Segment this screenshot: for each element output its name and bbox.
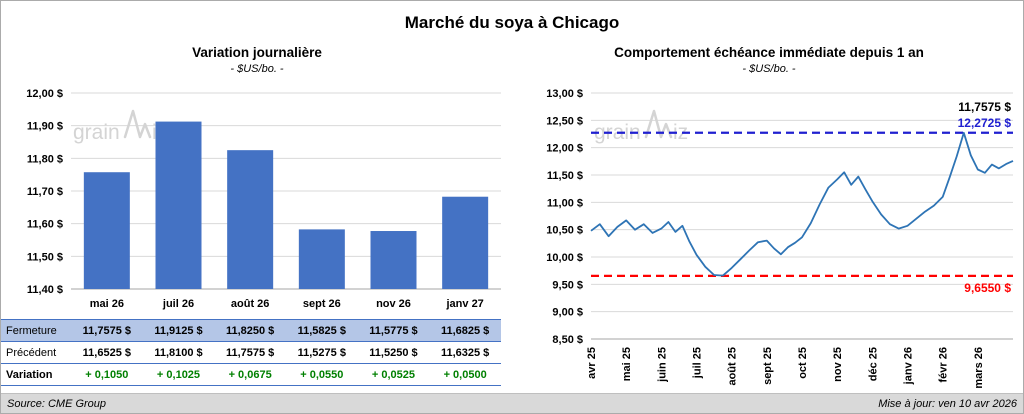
x-tick-label: nov 26 bbox=[376, 298, 411, 310]
table-row-fermeture: Fermeture 11,7575 $11,9125 $11,8250 $11,5… bbox=[1, 319, 501, 342]
quotes-table: Fermeture 11,7575 $11,9125 $11,8250 $11,5… bbox=[1, 319, 501, 386]
y-tick-label: 9,00 $ bbox=[552, 307, 583, 319]
y-tick-label: 11,00 $ bbox=[547, 197, 583, 209]
y-axis-labels: 13,00 $ 12,50 $ 12,00 $ 11,50 $ 11,00 $ 10,50… bbox=[546, 88, 583, 346]
table-cell: + 0,0525 bbox=[357, 363, 430, 386]
last-value-label: 11,7575 $ bbox=[958, 100, 1011, 114]
y-tick-label: 12,00 $ bbox=[546, 143, 583, 155]
footer-bar: Source: CME Group Mise à jour: ven 10 av… bbox=[1, 393, 1023, 413]
table-cell: 11,8100 $ bbox=[142, 341, 215, 364]
bars bbox=[83, 121, 489, 289]
front-month-line-chart: 13,00 $ 12,50 $ 12,00 $ 11,50 $ 11,00 $ 10,50… bbox=[546, 88, 1014, 389]
table-cell: + 0,0550 bbox=[285, 363, 358, 386]
line-chart-subtitle: - $US/bo. - bbox=[742, 63, 796, 75]
x-tick-label: juin 25 bbox=[656, 347, 668, 383]
x-tick-label: août 25 bbox=[727, 347, 739, 386]
table-cell: 11,5250 $ bbox=[357, 341, 430, 364]
y-tick-label: 10,50 $ bbox=[546, 225, 583, 237]
table-cell: 11,5775 $ bbox=[357, 319, 430, 342]
x-tick-label: sept 25 bbox=[762, 347, 774, 385]
table-cell: 11,9125 $ bbox=[142, 319, 215, 342]
table-cell: 11,7575 $ bbox=[71, 319, 143, 342]
x-tick-label: févr 26 bbox=[938, 347, 950, 382]
daily-variation-bar-chart: 12,00 $ 11,90 $ 11,80 $ 11,70 $ 11,60 $ 11,50… bbox=[26, 88, 501, 310]
table-cell: + 0,1050 bbox=[71, 363, 143, 386]
grainwiz-zigzag-icon bbox=[644, 109, 673, 139]
table-cell: 11,6525 $ bbox=[71, 341, 143, 364]
y-tick-label: 12,00 $ bbox=[26, 88, 63, 100]
bar-chart-title: Variation journalière bbox=[192, 45, 322, 60]
price-line bbox=[590, 131, 1014, 277]
bar-chart-subtitle: - $US/bo. - bbox=[230, 63, 284, 75]
page-title: Marché du soya à Chicago bbox=[404, 13, 620, 32]
table-cell: 11,8250 $ bbox=[214, 319, 286, 342]
x-tick-label: mai 25 bbox=[621, 347, 633, 381]
y-tick-label: 11,40 $ bbox=[27, 284, 63, 296]
table-cell: + 0,0500 bbox=[429, 363, 501, 386]
y-tick-label: 9,50 $ bbox=[552, 279, 583, 291]
line-chart-title: Comportement échéance immédiate depuis 1… bbox=[614, 45, 924, 60]
ref-min-label: 9,6550 $ bbox=[964, 281, 1011, 295]
row-label: Variation bbox=[1, 363, 71, 386]
y-tick-label: 11,70 $ bbox=[27, 186, 63, 198]
bar-août 26 bbox=[227, 150, 274, 289]
x-tick-label: oct 25 bbox=[797, 347, 809, 379]
x-tick-label: juil 25 bbox=[692, 347, 704, 379]
x-tick-label: mai 26 bbox=[90, 298, 124, 310]
bar-juil 26 bbox=[155, 121, 202, 289]
table-cell: + 0,0675 bbox=[214, 363, 286, 386]
x-tick-label: juil 26 bbox=[162, 298, 194, 310]
grainwiz-zigzag-icon bbox=[123, 109, 152, 139]
source-label: Source: CME Group bbox=[7, 398, 107, 410]
y-tick-label: 10,00 $ bbox=[546, 252, 583, 264]
table-cell: 11,6825 $ bbox=[429, 319, 501, 342]
y-tick-label: 11,80 $ bbox=[27, 153, 63, 165]
x-tick-label: août 26 bbox=[231, 298, 270, 310]
y-tick-label: 8,50 $ bbox=[552, 334, 583, 346]
x-tick-label: mars 26 bbox=[973, 347, 985, 389]
y-gridlines bbox=[591, 92, 1013, 340]
y-axis-labels: 12,00 $ 11,90 $ 11,80 $ 11,70 $ 11,60 $ 11,50… bbox=[26, 88, 63, 296]
bar-sept 26 bbox=[298, 229, 345, 289]
table-cell: 11,5275 $ bbox=[285, 341, 358, 364]
x-tick-label: janv 26 bbox=[903, 347, 915, 385]
y-tick-label: 11,60 $ bbox=[27, 219, 63, 231]
bar-mai 26 bbox=[83, 172, 130, 289]
y-tick-label: 13,00 $ bbox=[546, 88, 583, 100]
table-cell: 11,6325 $ bbox=[429, 341, 501, 364]
ref-max-label: 12,2725 $ bbox=[958, 116, 1012, 130]
x-tick-label: sept 26 bbox=[303, 298, 341, 310]
x-tick-label: avr 25 bbox=[586, 347, 598, 379]
y-tick-label: 12,50 $ bbox=[546, 115, 583, 127]
grainwiz-text: iz bbox=[673, 121, 688, 144]
grainwiz-text: grain bbox=[73, 121, 120, 144]
row-label: Précédent bbox=[1, 341, 71, 364]
bar-nov 26 bbox=[370, 231, 417, 289]
x-tick-label: nov 25 bbox=[832, 347, 844, 382]
table-row-precedent: Précédent 11,6525 $11,8100 $11,7575 $11,5… bbox=[1, 341, 501, 364]
table-row-variation: Variation + 0,1050 + 0,1025 + 0,0675 + 0,055… bbox=[1, 363, 501, 386]
table-cell: + 0,1025 bbox=[142, 363, 215, 386]
y-tick-label: 11,50 $ bbox=[27, 251, 63, 263]
bar-janv 27 bbox=[442, 196, 489, 289]
y-tick-label: 11,90 $ bbox=[27, 121, 63, 133]
table-cell: 11,7575 $ bbox=[214, 341, 286, 364]
x-tick-label: déc 25 bbox=[867, 347, 879, 381]
row-label: Fermeture bbox=[1, 319, 71, 342]
x-axis-labels: avr 25 mai 25 juin 25 juil 25 août 25 sept 25… bbox=[586, 347, 985, 389]
table-cell: 11,5825 $ bbox=[285, 319, 358, 342]
y-tick-label: 11,50 $ bbox=[547, 170, 583, 182]
x-tick-label: janv 27 bbox=[446, 298, 484, 310]
updated-label: Mise à jour: ven 10 avr 2026 bbox=[878, 398, 1017, 410]
x-axis-labels: mai 26 juil 26 août 26 sept 26 nov 26 janv 27 bbox=[90, 298, 484, 310]
